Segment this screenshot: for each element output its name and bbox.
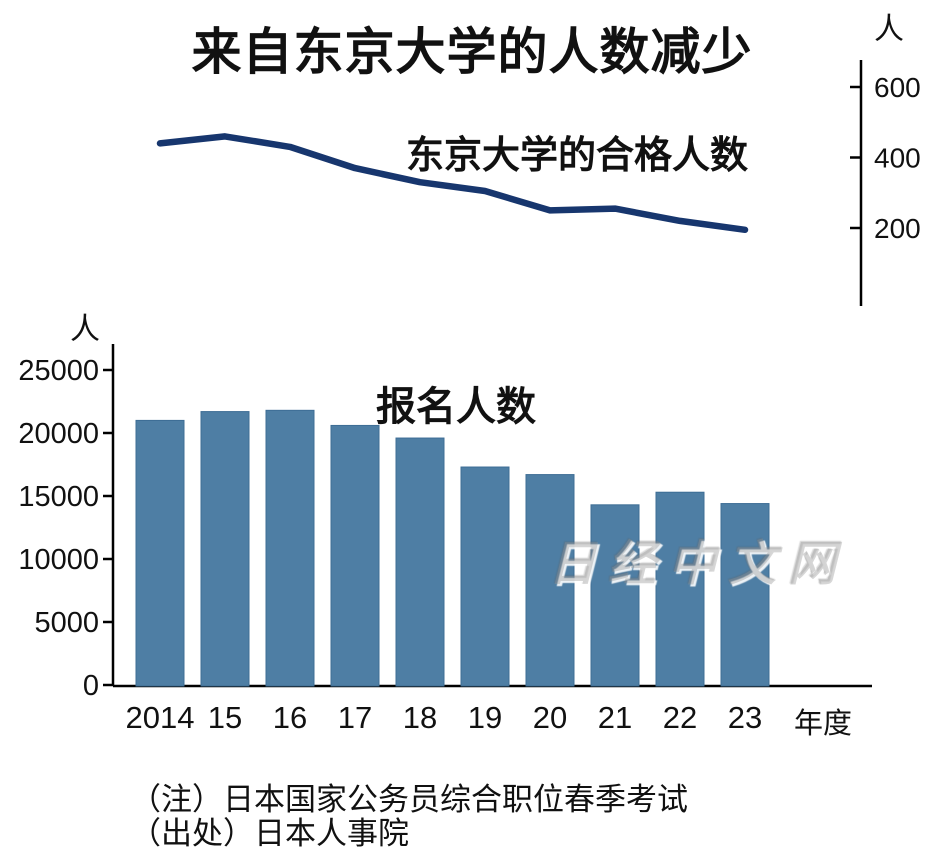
applicant-bar xyxy=(395,437,445,687)
line-series-label: 东京大学的合格人数 xyxy=(406,135,749,177)
right-axis-tick-label: 400 xyxy=(874,143,921,174)
x-axis-category-label: 2014 xyxy=(126,700,195,735)
left-axis-tick-label: 15000 xyxy=(18,481,99,513)
applicant-bar xyxy=(655,491,705,687)
x-axis-category-label: 15 xyxy=(208,700,242,735)
applicant-bar xyxy=(200,411,250,687)
applicant-bar xyxy=(590,504,640,687)
x-axis-category-label: 22 xyxy=(663,700,697,735)
left-axis-tick-label: 25000 xyxy=(18,355,99,387)
x-axis-category-label: 23 xyxy=(728,700,762,735)
applicant-bar xyxy=(330,424,380,687)
line-axis-unit-label: 人 xyxy=(874,13,904,46)
note-line-2: （出处）日本人事院 xyxy=(130,816,409,851)
x-axis-category-label: 18 xyxy=(403,700,437,735)
x-axis-category-label: 16 xyxy=(273,700,307,735)
pass-count-line xyxy=(156,133,749,234)
x-axis-category-label: 20 xyxy=(533,700,567,735)
applicant-bar xyxy=(460,466,510,687)
right-axis-tick-label: 200 xyxy=(874,213,921,244)
left-axis-tick-label: 0 xyxy=(83,670,99,702)
applicant-bar xyxy=(265,409,315,687)
note-line-1: （注）日本国家公务员综合职位春季考试 xyxy=(130,782,688,817)
x-axis-category-label: 17 xyxy=(338,700,372,735)
left-axis-tick-label: 10000 xyxy=(18,544,99,576)
left-axis-tick-label: 20000 xyxy=(18,418,99,450)
x-axis-label: 年度 xyxy=(794,708,853,740)
left-axis-tick-label: 5000 xyxy=(34,607,99,639)
bar-axis-unit-label: 人 xyxy=(70,313,100,346)
applicant-bar xyxy=(525,474,575,687)
x-axis-category-label: 19 xyxy=(468,700,502,735)
right-axis-tick-label: 600 xyxy=(874,72,921,103)
applicant-bar xyxy=(135,419,185,687)
applicant-bar xyxy=(720,503,770,687)
bar-series-label: 报名人数 xyxy=(376,385,536,429)
chart-title: 来自东京大学的人数减少 xyxy=(191,24,753,80)
x-axis-category-label: 21 xyxy=(598,700,632,735)
